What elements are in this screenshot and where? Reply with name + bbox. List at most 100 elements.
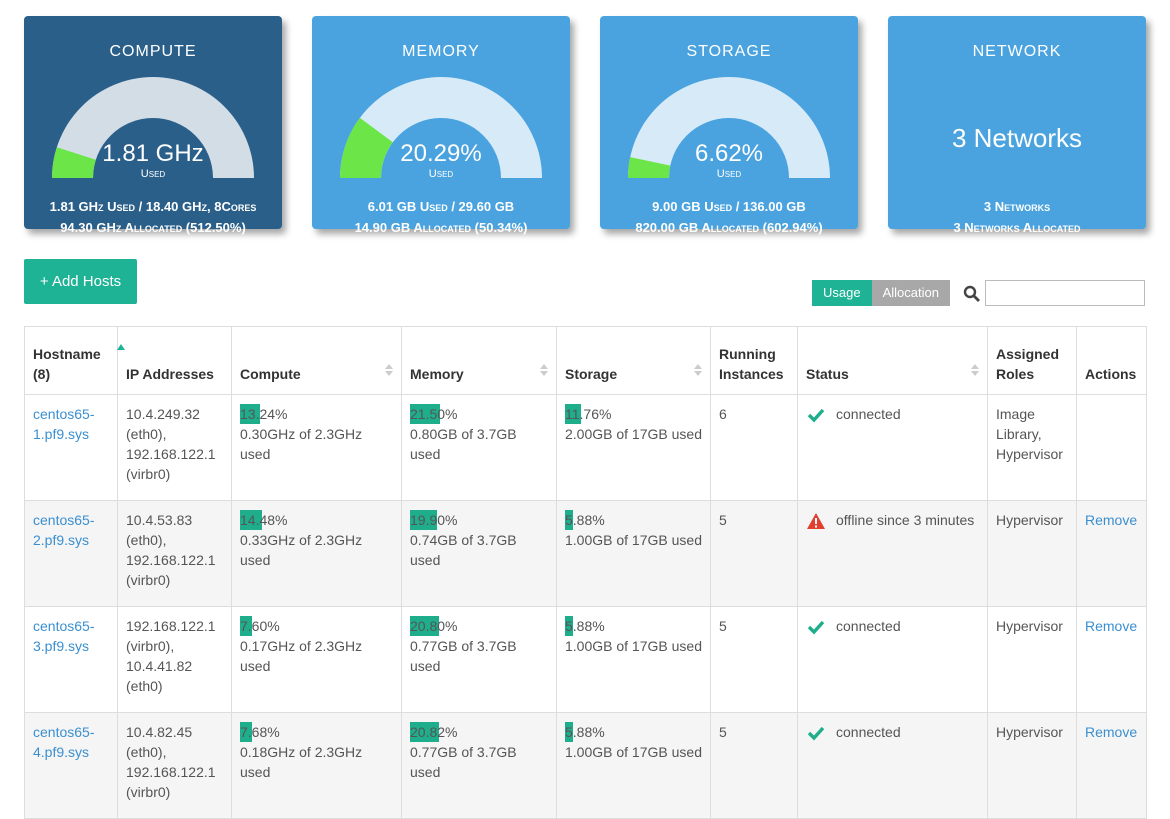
ip-cell: 192.168.122.1 (virbr0), 10.4.41.82 (eth0… <box>117 606 232 713</box>
gauge-caption: Used <box>428 168 454 180</box>
actions-cell: Remove <box>1076 500 1147 607</box>
hostname-link[interactable]: centos65-1.pf9.sys <box>33 406 95 442</box>
remove-link[interactable]: Remove <box>1085 618 1138 634</box>
usage-bar <box>240 404 261 424</box>
gauge-track <box>340 77 542 178</box>
cell: centos65-3.pf9.sys <box>24 606 118 713</box>
card-line: 14.90 GB Allocated (50.34%) <box>354 220 528 235</box>
status-cell: connected <box>797 606 988 713</box>
usage-detail: 1.00GB of 17GB used <box>565 638 702 654</box>
usage-detail: 1.00GB of 17GB used <box>565 532 702 548</box>
usage-percent: 5.88% <box>565 722 702 742</box>
storage-cell: 11.76% 2.00GB of 17GB used <box>556 394 711 501</box>
hostname-link[interactable]: centos65-4.pf9.sys <box>33 724 95 760</box>
roles-cell: Image Library, Hypervisor <box>987 394 1077 501</box>
compute-cell: 14.48% 0.33GHz of 2.3GHz used <box>231 500 402 607</box>
usage-detail: 2.00GB of 17GB used <box>565 426 702 442</box>
card-line: 820.00 GB Allocated (602.94%) <box>635 220 823 235</box>
usage-detail: 0.74GB of 3.7GB used <box>410 532 517 568</box>
usage-detail: 0.80GB of 3.7GB used <box>410 426 517 462</box>
hostname-link[interactable]: centos65-2.pf9.sys <box>33 512 95 548</box>
summary-card: COMPUTE 1.81 GHz Used 1.81 GHz Used / 18.40… <box>24 16 282 235</box>
usage-percent: 5.88% <box>565 510 702 530</box>
column-header: Compute <box>231 326 402 395</box>
summary-card: NETWORK 3 Networks 3 Networks 3 Networks Al… <box>888 16 1146 235</box>
summary-card: MEMORY 20.29% Used 6.01 GB Used / 29.60 GB 1… <box>312 16 570 235</box>
instances-cell: 6 <box>710 394 798 501</box>
status-cell: connected <box>797 394 988 501</box>
usage-detail: 0.17GHz of 2.3GHz used <box>240 638 363 674</box>
gauge-track <box>628 77 830 178</box>
card-line: 94.30 GHz Allocated (512.50%) <box>60 220 246 235</box>
check <box>807 726 825 741</box>
column-header: Storage <box>556 326 711 395</box>
search-input[interactable] <box>985 280 1145 306</box>
card-line: 6.01 GB Used / 29.60 GB <box>367 199 515 214</box>
usage-percent: 7.68% <box>240 722 393 742</box>
usage-label: 7.60% <box>240 618 280 634</box>
ok-icon <box>807 726 825 741</box>
ip-cell: 10.4.53.83 (eth0), 192.168.122.1 (virbr0… <box>117 500 232 607</box>
cell: centos65-1.pf9.sys <box>24 394 118 501</box>
gauge-caption: Used <box>140 168 166 180</box>
usage-percent: 13.24% <box>240 404 393 424</box>
remove-link[interactable]: Remove <box>1085 724 1138 740</box>
allocation-tab[interactable]: Allocation <box>871 280 950 306</box>
ip-cell: 10.4.249.32 (eth0), 192.168.122.1 (virbr… <box>117 394 232 501</box>
memory-cell: 19.90% 0.74GB of 3.7GB used <box>401 500 557 607</box>
check <box>807 620 825 635</box>
add-hosts-button[interactable]: + Add Hosts <box>24 259 137 304</box>
roles-cell: Hypervisor <box>987 712 1077 819</box>
cell: centos65-2.pf9.sys <box>24 500 118 607</box>
card-line: 1.81 GHz Used / 18.40 GHz, 8Cores <box>49 199 257 214</box>
usage-percent: 20.80% <box>410 616 548 636</box>
usage-label: 5.88% <box>565 724 605 740</box>
hostname-link[interactable]: centos65-3.pf9.sys <box>33 618 95 654</box>
storage-cell: 5.88% 1.00GB of 17GB used <box>556 606 711 713</box>
usage-detail: 0.33GHz of 2.3GHz used <box>240 532 363 568</box>
usage-bar <box>410 404 440 424</box>
column-header: IP Addresses <box>117 326 232 395</box>
gauge <box>340 77 542 178</box>
usage-label: 13.24% <box>240 406 288 422</box>
column-header: Status <box>797 326 988 395</box>
usage-bar <box>565 510 574 530</box>
status-text: connected <box>836 406 901 422</box>
usage-bar <box>410 616 439 636</box>
usage-tab[interactable]: Usage <box>812 280 872 306</box>
card-title: STORAGE <box>686 43 772 60</box>
card-title: MEMORY <box>402 43 480 60</box>
usage-label: 20.80% <box>410 618 458 634</box>
host-row: centos65-1.pf9.sys 10.4.249.32 (eth0), 19… <box>24 394 1147 501</box>
card-title: NETWORK <box>972 43 1062 60</box>
memory-cell: 20.80% 0.77GB of 3.7GB used <box>401 606 557 713</box>
gauge-value: 1.81 GHz <box>102 140 204 167</box>
usage-label: 21.50% <box>410 406 458 422</box>
usage-bar <box>565 404 582 424</box>
usage-percent: 19.90% <box>410 510 548 530</box>
exclaim <box>815 518 817 524</box>
gauge-fill <box>52 147 96 178</box>
status: connected <box>806 616 979 636</box>
remove-link[interactable]: Remove <box>1085 512 1138 528</box>
usage-percent: 11.76% <box>565 404 702 424</box>
instances-cell: 5 <box>710 500 798 607</box>
status-cell: offline since 3 minutes <box>797 500 988 607</box>
usage-bar <box>565 616 574 636</box>
card-line: 9.00 GB Used / 136.00 GB <box>652 199 806 214</box>
gauge-value: 20.29% <box>400 140 482 167</box>
roles-cell: Hypervisor <box>987 606 1077 713</box>
ip-cell: 10.4.82.45 (eth0), 192.168.122.1 (virbr0… <box>117 712 232 819</box>
usage-label: 5.88% <box>565 512 605 528</box>
status: connected <box>806 722 979 742</box>
compute-cell: 7.68% 0.18GHz of 2.3GHz used <box>231 712 402 819</box>
card-title: COMPUTE <box>109 43 197 60</box>
gauge-track <box>52 77 254 178</box>
table-body: centos65-1.pf9.sys 10.4.249.32 (eth0), 19… <box>24 394 1147 819</box>
usage-label: 14.48% <box>240 512 288 528</box>
gauge-fill <box>628 157 671 178</box>
column-header: Running Instances <box>710 326 798 395</box>
usage-detail: 0.77GB of 3.7GB used <box>410 744 517 780</box>
exclaim-dot <box>815 525 817 528</box>
cell: centos65-4.pf9.sys <box>24 712 118 819</box>
